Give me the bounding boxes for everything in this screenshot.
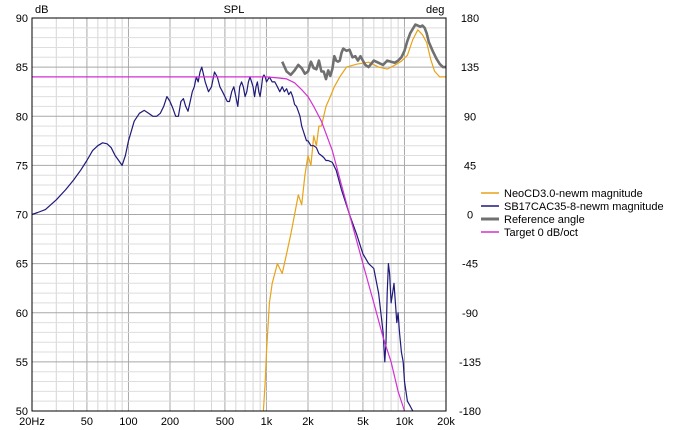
plot-area [31,23,446,412]
plot-frame [31,17,447,412]
y-right-tick-label: -45 [462,259,478,271]
y-left-tick-label: 80 [16,111,28,123]
series-line-reference-angle [281,23,446,81]
x-tick-label: 5k [357,416,369,428]
x-tick-label: 20Hz [19,416,45,428]
x-tick-label: 2k [302,416,314,428]
x-tick-label: 500 [216,416,234,428]
y-left-tick-label: 90 [16,13,28,25]
x-tick-label: 100 [119,416,137,428]
y-right-tick-label: 90 [464,111,476,123]
y-right-tick-label: 180 [461,13,479,25]
x-tick-label: 1k [261,416,273,428]
y-left-tick-label: 85 [16,62,28,74]
chart-title: SPL [224,4,245,16]
y-right-tick-label: 0 [467,210,473,222]
y-right-tick-label: 135 [461,62,479,74]
legend-label: SB17CAC35-8-newm magnitude [504,201,664,213]
y-right-tick-label: -180 [459,406,481,418]
legend-label: NeoCD3.0-newm magnitude [504,188,643,200]
tick-labels: 20Hz 50 100 200 500 1k 2k 5k 10k 20k9085807570656… [16,13,481,428]
series-line-target-0-db-oct [32,76,406,412]
legend-label: Reference angle [504,214,585,226]
y-left-tick-label: 60 [16,308,28,320]
legend: NeoCD3.0-newm magnitudeSB17CAC35-8-newm … [481,188,664,239]
y-axis-right-label: deg [426,4,444,16]
x-tick-label: 20k [437,416,455,428]
y-right-tick-label: -135 [459,357,481,369]
x-tick-label: 50 [81,416,93,428]
legend-label: Target 0 dB/oct [504,227,578,239]
y-left-tick-label: 70 [16,210,28,222]
series-line-sb17cac35-8-newm-magnitude [31,66,414,412]
y-left-tick-label: 55 [16,357,28,369]
y-right-tick-label: 45 [464,160,476,172]
series-line-neocd3-0-newm-magnitude [262,29,446,412]
y-axis-left-label: dB [35,4,48,16]
y-left-tick-label: 75 [16,160,28,172]
x-tick-label: 200 [161,416,179,428]
y-left-tick-label: 65 [16,259,28,271]
y-left-tick-label: 50 [16,406,28,418]
x-tick-label: 10k [396,416,414,428]
y-right-tick-label: -90 [462,308,478,320]
